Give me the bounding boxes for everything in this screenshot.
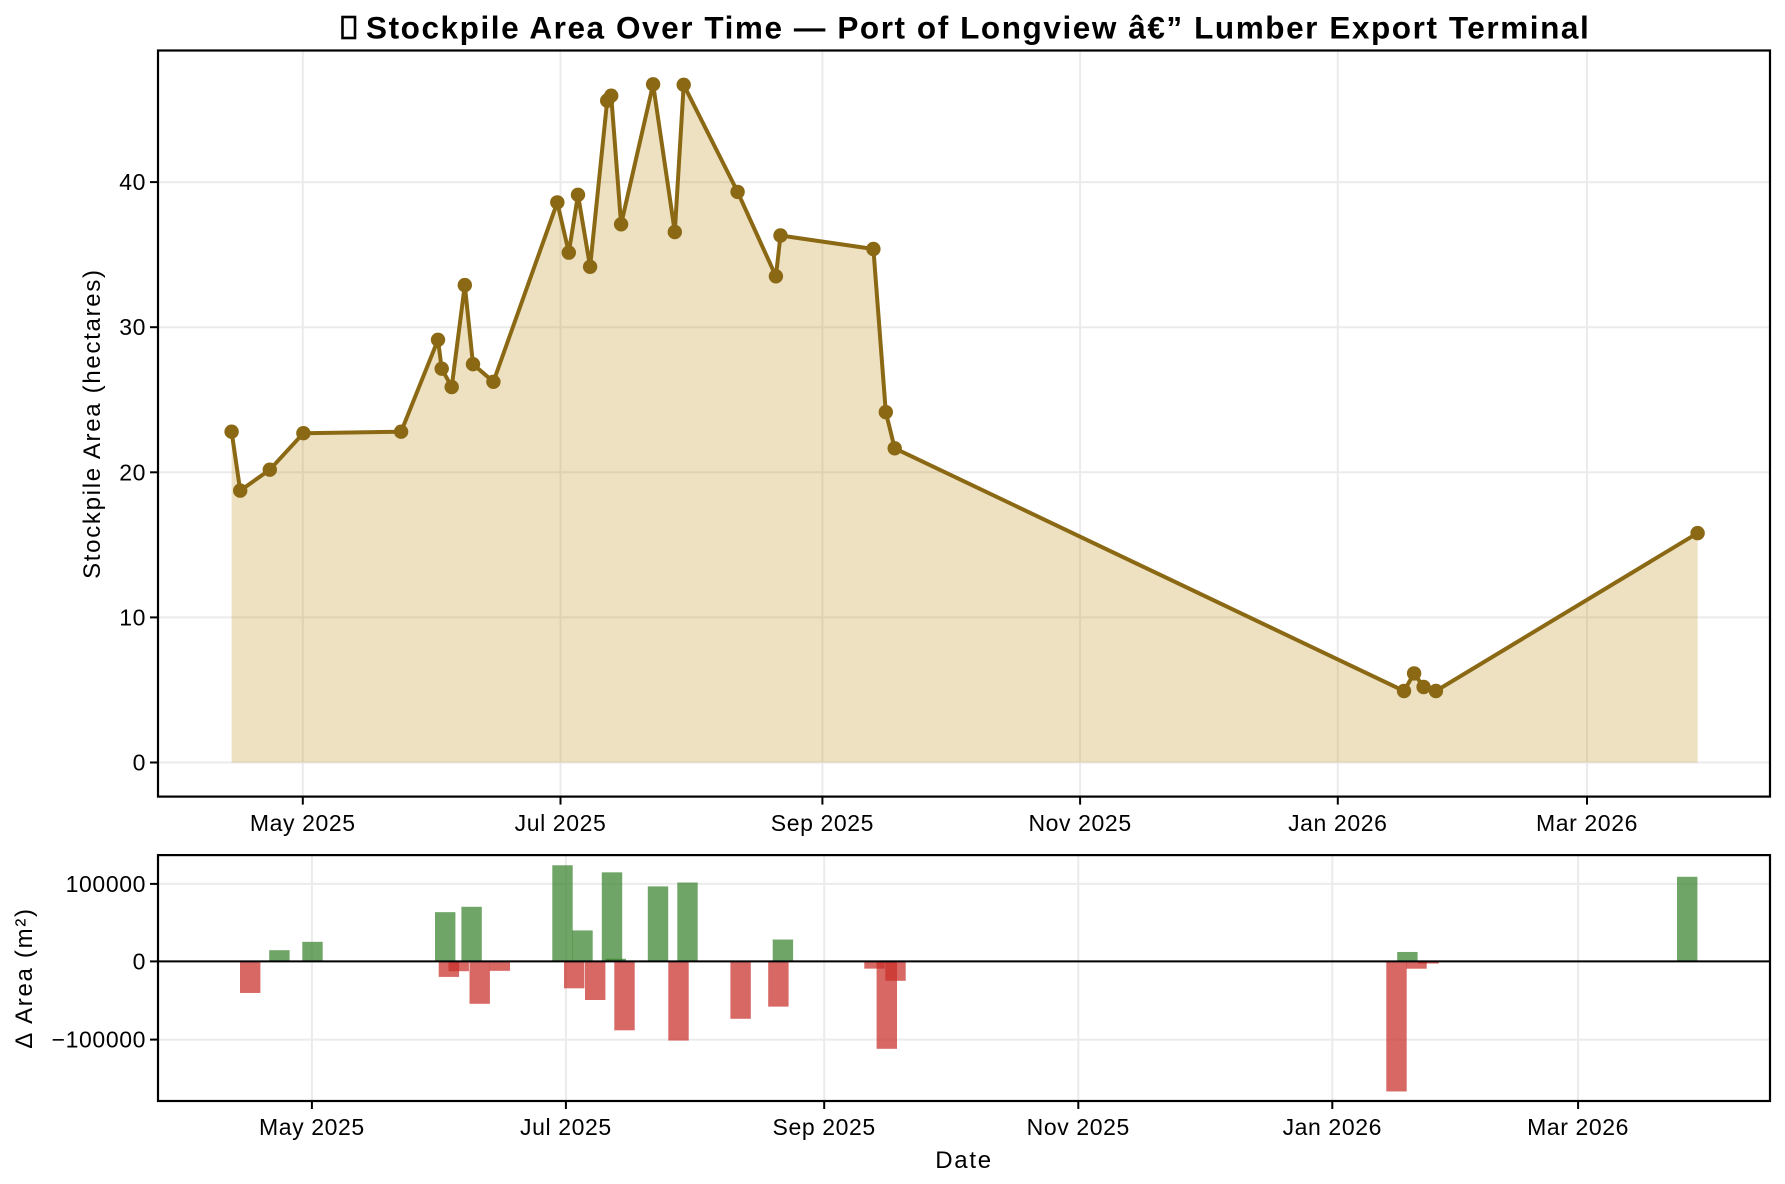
svg-text:Jul 2025: Jul 2025: [520, 1114, 612, 1140]
svg-text:Nov 2025: Nov 2025: [1027, 1114, 1130, 1140]
svg-text:Mar 2026: Mar 2026: [1536, 810, 1638, 836]
svg-text:100000: 100000: [66, 871, 146, 897]
svg-text:Mar 2026: Mar 2026: [1527, 1114, 1629, 1140]
svg-text:0: 0: [133, 948, 146, 974]
svg-text:20: 20: [119, 459, 146, 485]
svg-text:0: 0: [133, 750, 146, 776]
svg-text:Sep 2025: Sep 2025: [773, 1114, 876, 1140]
svg-text:Δ Area (m²): Δ Area (m²): [11, 907, 38, 1048]
svg-text:May 2025: May 2025: [259, 1114, 365, 1140]
svg-text:Nov 2025: Nov 2025: [1028, 810, 1131, 836]
svg-text:40: 40: [119, 169, 146, 195]
svg-text:−100000: −100000: [52, 1027, 146, 1053]
svg-text:Stockpile Area (hectares): Stockpile Area (hectares): [79, 268, 106, 579]
svg-text:30: 30: [119, 314, 146, 340]
svg-text:Jan 2026: Jan 2026: [1283, 1114, 1382, 1140]
svg-text:Date: Date: [935, 1147, 993, 1174]
svg-text:10: 10: [119, 604, 146, 630]
svg-text:Sep 2025: Sep 2025: [771, 810, 874, 836]
svg-text:May 2025: May 2025: [250, 810, 356, 836]
svg-text:Jul 2025: Jul 2025: [515, 810, 607, 836]
svg-text:Jan 2026: Jan 2026: [1288, 810, 1387, 836]
svg-text:Stockpile Area Over Time — Por: Stockpile Area Over Time — Port of Longv…: [366, 10, 1590, 46]
